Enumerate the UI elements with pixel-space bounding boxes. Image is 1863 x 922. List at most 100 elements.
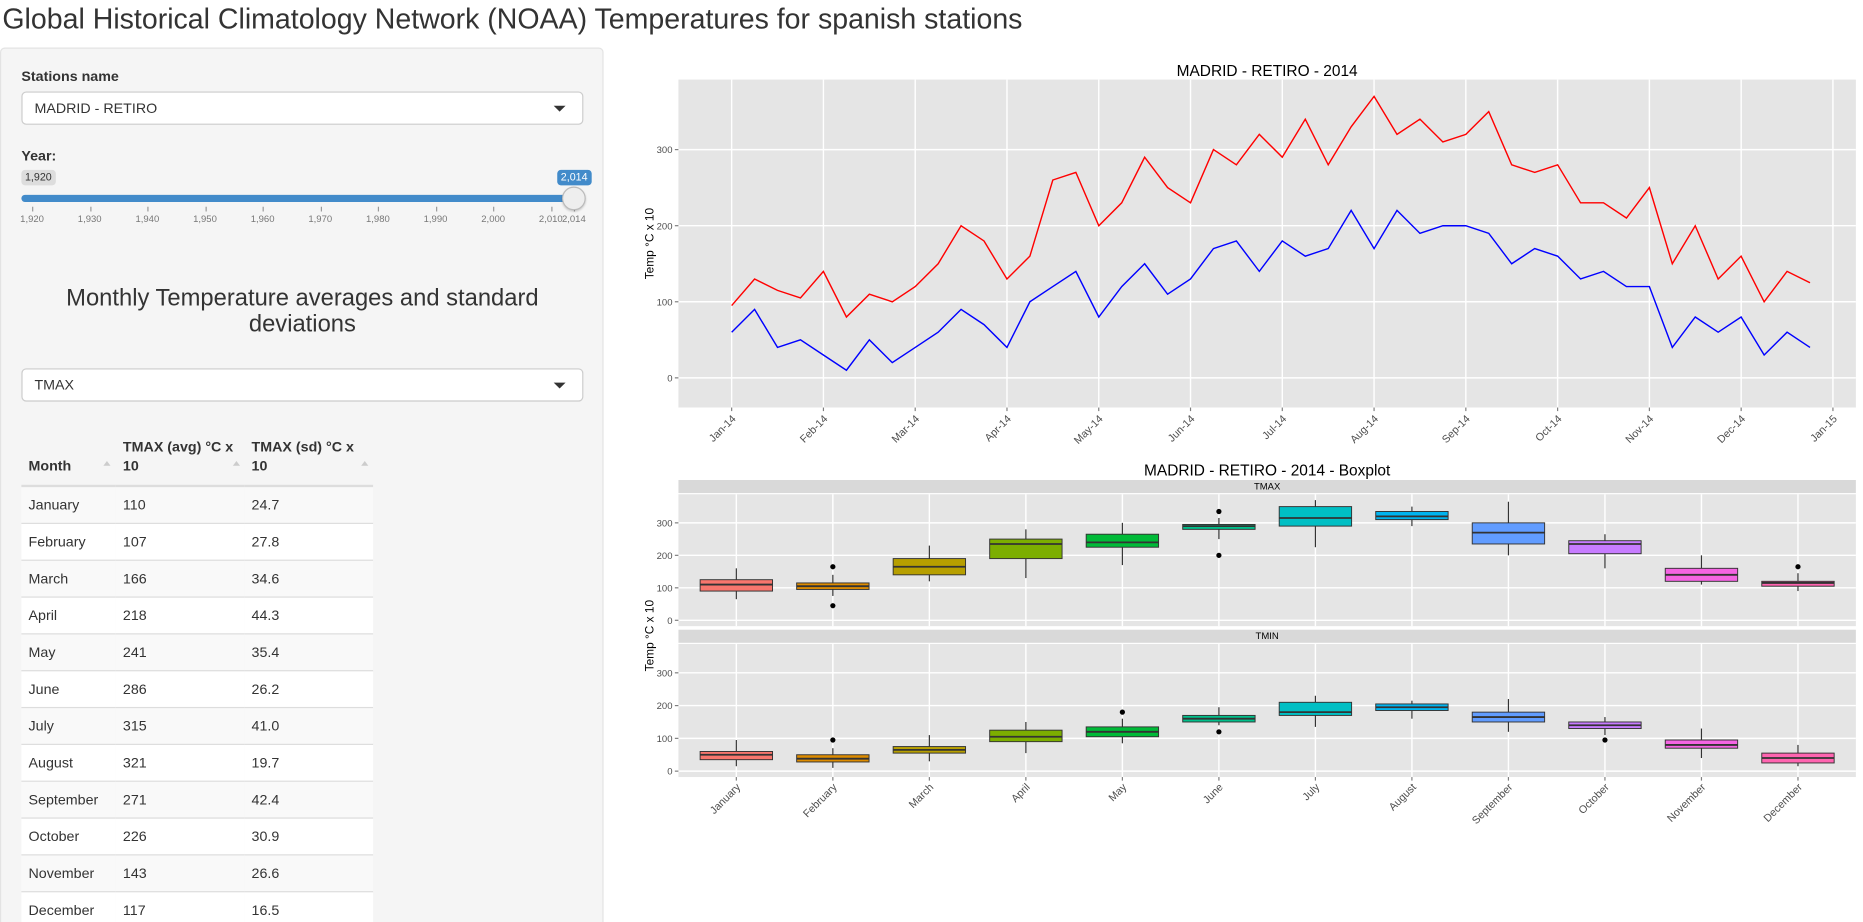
line-series [731, 209, 1811, 372]
table-cell: May [21, 633, 116, 671]
y-tick-label: 200 [657, 221, 673, 232]
box [1278, 506, 1353, 527]
x-tick-label: Jul-14 [1260, 413, 1289, 442]
x-tick-label: Feb-14 [798, 413, 830, 445]
table-cell: 44.3 [244, 596, 374, 634]
box [1664, 739, 1739, 749]
x-tick-label: Jun-14 [1166, 413, 1198, 445]
table-row: May 241 35.4 [21, 633, 374, 671]
x-tick-label: April [1009, 781, 1033, 805]
station-label: Stations name [21, 67, 119, 85]
box [1278, 701, 1353, 716]
slider-tick-label: 2,000 [481, 213, 506, 225]
y-tick-label: 200 [657, 701, 673, 712]
y-tick-label: 0 [667, 373, 672, 384]
facet-strip [678, 629, 1856, 643]
x-tick-label: June [1201, 781, 1226, 806]
slider-tick-label: 2,014 [561, 213, 586, 225]
box [699, 579, 774, 592]
box [1182, 524, 1256, 530]
box [892, 746, 967, 754]
box [796, 754, 870, 763]
chart-title: MADRID - RETIRO - 2014 [1177, 63, 1358, 80]
slider-tick [32, 206, 34, 212]
table-cell: 271 [115, 780, 245, 819]
slider-handle[interactable] [561, 186, 586, 211]
table-row: October 226 30.9 [21, 817, 374, 855]
y-tick-label: 300 [657, 518, 673, 529]
table-cell: 41.0 [244, 706, 374, 745]
column-header[interactable]: TMAX (avg) °C x 10 [115, 432, 245, 488]
table-row: June 286 26.2 [21, 670, 374, 708]
x-tick-label: August [1387, 781, 1419, 813]
slider-tick-label: 1,980 [366, 213, 390, 225]
x-tick-label: March [907, 781, 937, 811]
slider-tick [320, 206, 322, 212]
box [699, 751, 774, 761]
table-cell: 321 [115, 743, 245, 782]
outlier [1216, 508, 1222, 515]
box [1761, 752, 1835, 764]
slider-tick [89, 206, 91, 212]
x-tick-label: October [1576, 781, 1612, 817]
table-cell: 226 [115, 817, 245, 855]
x-tick-label: Oct-14 [1533, 413, 1564, 444]
table-cell: 26.6 [244, 854, 374, 892]
y-tick-label: 0 [667, 616, 672, 627]
table-cell: 117 [115, 891, 245, 922]
table-cell: 286 [115, 670, 245, 708]
column-header[interactable]: Month [21, 432, 116, 488]
table-cell: 34.6 [244, 559, 374, 598]
y-tick-label: 100 [657, 734, 673, 745]
table-row: September 271 42.4 [21, 780, 374, 819]
x-tick-label: July [1300, 781, 1322, 803]
x-tick-label: May [1106, 781, 1129, 804]
x-tick-label: Nov-14 [1623, 413, 1656, 446]
x-tick-label: November [1665, 781, 1709, 825]
y-axis-label: Temp °C x 10 [642, 207, 656, 279]
slider-tick-label: 1,970 [308, 213, 333, 225]
table-cell: December [21, 891, 116, 922]
outlier [830, 603, 836, 609]
table-cell: February [21, 522, 116, 561]
slider-fill [21, 194, 574, 202]
y-tick-label: 100 [657, 297, 673, 308]
slider-tick [435, 206, 437, 212]
x-tick-label: Apr-14 [983, 413, 1014, 444]
box [1085, 726, 1160, 738]
x-tick-label: December [1761, 781, 1805, 825]
chart-title: MADRID - RETIRO - 2014 - Boxplot [1144, 462, 1391, 479]
slider-tick-label: 1,950 [193, 213, 217, 225]
variable-select[interactable]: TMAX [21, 368, 584, 402]
plot-panel [678, 643, 1856, 778]
y-axis-label: Temp °C x 10 [642, 600, 656, 672]
x-tick-label: Jan-14 [707, 413, 739, 445]
outlier [1119, 709, 1125, 715]
table-cell: April [21, 596, 116, 634]
table-cell: 315 [115, 706, 245, 745]
box [892, 558, 967, 576]
slider-tick [550, 206, 553, 212]
slider-tick-label: 1,940 [135, 213, 160, 225]
slider-tick-label: 1,960 [250, 213, 275, 225]
table-cell: 166 [115, 559, 245, 598]
station-select[interactable]: MADRID - RETIRO [21, 91, 584, 125]
table-cell: 19.7 [244, 743, 374, 782]
outlier [1602, 737, 1608, 743]
table-cell: August [21, 743, 116, 782]
plot-panel [678, 494, 1856, 627]
column-header[interactable]: TMAX (sd) °C x 10 [244, 432, 374, 488]
page-title: Global Historical Climatology Network (N… [2, 3, 1023, 36]
table-row: July 315 41.0 [21, 706, 374, 745]
y-tick-label: 300 [657, 668, 673, 679]
slider-tick [262, 206, 264, 212]
x-tick-label: February [801, 781, 840, 820]
x-tick-label: Dec-14 [1715, 413, 1748, 446]
line-series [731, 95, 1811, 319]
y-tick-label: 300 [657, 145, 673, 156]
box [1568, 721, 1642, 730]
box [1664, 567, 1739, 582]
table-cell: 143 [115, 854, 245, 892]
table-cell: 26.2 [244, 670, 374, 708]
